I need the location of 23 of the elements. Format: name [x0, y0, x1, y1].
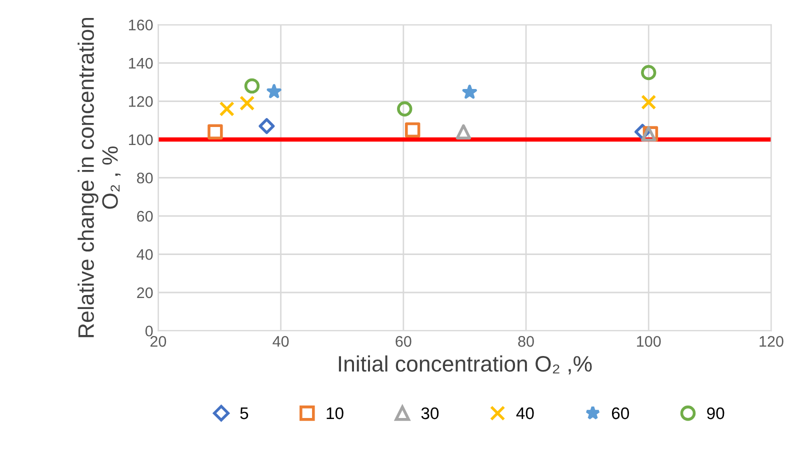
x-tick-label: 60 [396, 336, 412, 347]
x-tick-label: 100 [637, 336, 661, 347]
legend-label: 40 [516, 407, 534, 420]
y-tick-label: 120 [129, 96, 153, 107]
legend-label: 5 [240, 408, 248, 420]
y-tick-label: 160 [129, 20, 153, 30]
x-tick-label: 20 [150, 336, 166, 347]
y-tick-label: 0 [145, 326, 153, 336]
x-tick-label: 40 [272, 336, 289, 347]
legend-label: 10 [326, 407, 344, 420]
y-tick-label: 60 [137, 210, 153, 222]
x-tick-label: 80 [518, 336, 534, 347]
legend-label: 90 [707, 407, 724, 420]
x-axis-title: Initial concentration O₂ ,% [338, 355, 592, 374]
legend-label: 30 [421, 407, 439, 420]
legend-label: 60 [612, 407, 629, 420]
y-tick-label: 140 [129, 58, 153, 69]
y-axis-title: Relative change in concentration O₂ , % [78, 18, 121, 338]
x-tick-label: 120 [760, 336, 784, 347]
y-tick-label: 40 [136, 249, 153, 260]
y-tick-label: 100 [129, 134, 153, 146]
y-tick-label: 80 [137, 172, 153, 184]
y-tick-label: 20 [137, 287, 153, 298]
